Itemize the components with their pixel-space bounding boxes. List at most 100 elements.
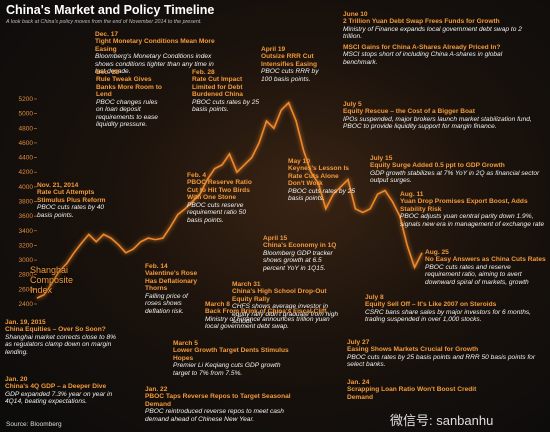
annotation-date: Jan. 22 <box>145 386 168 393</box>
annotation-date: May 10 <box>288 158 310 165</box>
annotation-title: China's High School Drop-Out Equity Rall… <box>232 288 327 303</box>
annotation-title: Rule Tweak Gives Banks More Room to Lend <box>96 76 162 99</box>
annotation: Jan. 19, 2015 China Equities – Over So So… <box>5 319 123 356</box>
annotation-title: Equity Sell Off – It's Like 2007 on Ster… <box>365 301 497 309</box>
annotation-text: PBOC cuts rates and reserve requirement … <box>425 263 529 286</box>
annotation-date: Aug. 11 <box>400 191 424 198</box>
annotation: July 15 Equity Surge Added 0.5 ppt to GDP… <box>370 155 545 185</box>
annotation-date: June 10 <box>343 11 368 18</box>
y-tick-label: 2800 <box>19 272 34 279</box>
annotation-title: Equity Rescue – the Cost of a Bigger Boa… <box>343 108 475 116</box>
annotation-date: Jan. 20 <box>5 376 28 383</box>
annotation-title: Lower Growth Target Dents Stimulus Hopes <box>173 347 289 362</box>
annotation-text: PBOC reintroduced reverse repos to meet … <box>145 408 284 423</box>
annotation-text: PBOC cuts rates by 40 basis points. <box>37 204 105 219</box>
annotation: March 31 China's High School Drop-Out Equ… <box>232 281 342 326</box>
annotation-text: PBOC changes rules on loan deposit requi… <box>96 98 158 129</box>
annotation-title: No Easy Answers as China Cuts Rates <box>425 256 546 264</box>
annotation-text: PBOC adjusts yuan central parity down 1.… <box>400 213 545 228</box>
y-tick-label: 4800 <box>19 125 34 132</box>
annotation: March 8 Back From Brink of China's Fiscal… <box>205 301 340 331</box>
annotation-text: MSCI stops short of including China A-sh… <box>343 51 503 66</box>
y-tick-label: 4200 <box>19 169 34 176</box>
annotation-title: Tight Monetary Conditions Mean More Easi… <box>95 38 215 53</box>
annotation-text: PBOC cuts rates by 25 basis points. <box>288 187 356 203</box>
annotation-text: Ministry of Finance announces trillion y… <box>205 315 330 331</box>
annotation-text: CSRC bans share sales by major investors… <box>365 308 532 324</box>
annotation-date: Dec. 17 <box>95 31 119 38</box>
annotation: Dec. 28 Rule Tweak Gives Banks More Room … <box>96 69 164 129</box>
annotation-date: March 31 <box>232 281 261 288</box>
annotation: Aug. 25 No Easy Answers as China Cuts Rat… <box>425 249 547 286</box>
annotation: Jan. 20 China's 4Q GDP – a Deeper Dive GDP… <box>5 376 123 406</box>
annotation-text: PBOC cuts rates by 25 basis points. <box>192 98 260 114</box>
annotation-text: CHFS shows average investor in equity ra… <box>232 303 339 326</box>
y-tick-label: 3000 <box>19 257 34 264</box>
annotation-title: China's Economy in 1Q <box>263 242 337 250</box>
annotation-date: March 8 <box>205 301 230 308</box>
annotation-date: Feb. 28 <box>192 69 215 76</box>
annotation-text: PBOC cuts reserve requirement ratio 50 b… <box>187 201 247 224</box>
annotation-title: Outsize RRR Cut Intensifies Easing <box>261 53 318 68</box>
annotation: Jan. 24 Scrapping Loan Ratio Won't Boost … <box>347 379 497 401</box>
annotation-text: GDP growth stabilizes at 7% YoY in 2Q as… <box>370 169 540 185</box>
chart-title: China's Market and Policy Timeline <box>6 3 215 17</box>
annotation-text: Bloomberg GDP tracker shows growth at 6.… <box>263 249 333 272</box>
y-tick-label: 3400 <box>19 228 34 235</box>
chart-subtitle: A look back at China's policy moves from… <box>6 19 202 25</box>
annotation-title: Rate Cut Attempts Stimulus Plus Reform <box>37 189 106 204</box>
annotation-title: Rate Cut Impact Limited for Debt Burdene… <box>192 76 243 99</box>
annotation-date: Aug. 25 <box>425 249 449 256</box>
annotation: Nov. 21, 2014 Rate Cut Attempts Stimulus … <box>37 182 113 219</box>
annotation: July 8 Equity Sell Off – It's Like 2007 o… <box>365 294 545 324</box>
y-tick-label: 3800 <box>19 199 34 206</box>
annotation: Aug. 11 Yuan Drop Promises Export Boost, … <box>400 191 548 228</box>
annotation: Feb. 28 Rate Cut Impact Limited for Debt … <box>192 69 262 114</box>
annotation-text: PBOC cuts rates by 25 basis points and R… <box>347 353 536 369</box>
annotation-date: Feb. 4 <box>187 172 207 179</box>
annotation: MSCI Gains for China A-Shares Already Pr… <box>343 44 523 66</box>
annotation-text: GDP expanded 7.3% year on year in 4Q14, … <box>5 390 113 406</box>
annotation: Dec. 17 Tight Monetary Conditions Mean Mo… <box>95 31 225 76</box>
annotation-date: April 19 <box>261 46 286 53</box>
y-tick-label: 5000 <box>19 111 34 118</box>
source: Source: Bloomberg <box>6 421 62 428</box>
y-tick-label: 5200 <box>19 96 34 103</box>
y-tick-label: 4400 <box>19 155 34 162</box>
annotation-date: April 15 <box>263 235 288 242</box>
annotation-title: Yuan Drop Promises Export Boost, Adds St… <box>400 198 528 213</box>
annotation-date: Feb. 14 <box>145 263 168 270</box>
annotation-title: Valentine's Rose Has Deflationary Thorns <box>145 270 198 293</box>
annotation-date: Nov. 21, 2014 <box>37 182 79 189</box>
y-tick-label: 3600 <box>19 213 34 220</box>
annotation: April 15 China's Economy in 1Q Bloomberg G… <box>263 235 341 272</box>
annotation-title: Keynes's Lesson Is Rate Cuts Alone Don't… <box>288 165 349 188</box>
annotation-text: IPOs suspended, major brokers launch mar… <box>343 115 532 131</box>
annotation-text: Ministry of Finance expands local govern… <box>343 25 522 41</box>
series-label: Shanghai Composite Index <box>30 265 74 295</box>
y-tick-label: 2400 <box>19 301 34 308</box>
watermark: 微信号: sanbanhu <box>390 413 494 428</box>
annotation-text: PBOC cuts RRR by 100 basis points. <box>261 68 319 83</box>
annotation-title: PBOC Reserve Ratio Cut to Hit Two Birds … <box>187 179 252 202</box>
annotation: Feb. 4 PBOC Reserve Ratio Cut to Hit Two … <box>187 172 263 224</box>
annotation: Feb. 14 Valentine's Rose Has Deflationary… <box>145 263 200 315</box>
annotation-date: July 8 <box>365 294 384 301</box>
annotation: March 5 Lower Growth Target Dents Stimulu… <box>173 340 293 377</box>
annotation-title: China Equities – Over So Soon? <box>5 326 106 334</box>
annotation: May 10 Keynes's Lesson Is Rate Cuts Alone… <box>288 158 356 203</box>
annotation-date: Dec. 28 <box>96 69 120 76</box>
annotation-date: July 27 <box>347 339 370 346</box>
y-tick-label: 3200 <box>19 242 34 249</box>
annotation: April 19 Outsize RRR Cut Intensifies Easi… <box>261 46 331 83</box>
annotation-title: 2 Trillion Yuan Debt Swap Frees Funds fo… <box>343 18 500 26</box>
annotation: June 10 2 Trillion Yuan Debt Swap Frees F… <box>343 11 523 41</box>
y-tick-label: 4600 <box>19 140 34 147</box>
annotation: Jan. 22 PBOC Taps Reverse Repos to Target… <box>145 386 295 423</box>
annotation: July 27 Easing Shows Markets Crucial for … <box>347 339 537 369</box>
annotation: July 5 Equity Rescue – the Cost of a Bigg… <box>343 101 533 131</box>
annotation-date: July 5 <box>343 101 362 108</box>
index-line <box>36 101 423 299</box>
y-tick-label: 2600 <box>19 286 34 293</box>
